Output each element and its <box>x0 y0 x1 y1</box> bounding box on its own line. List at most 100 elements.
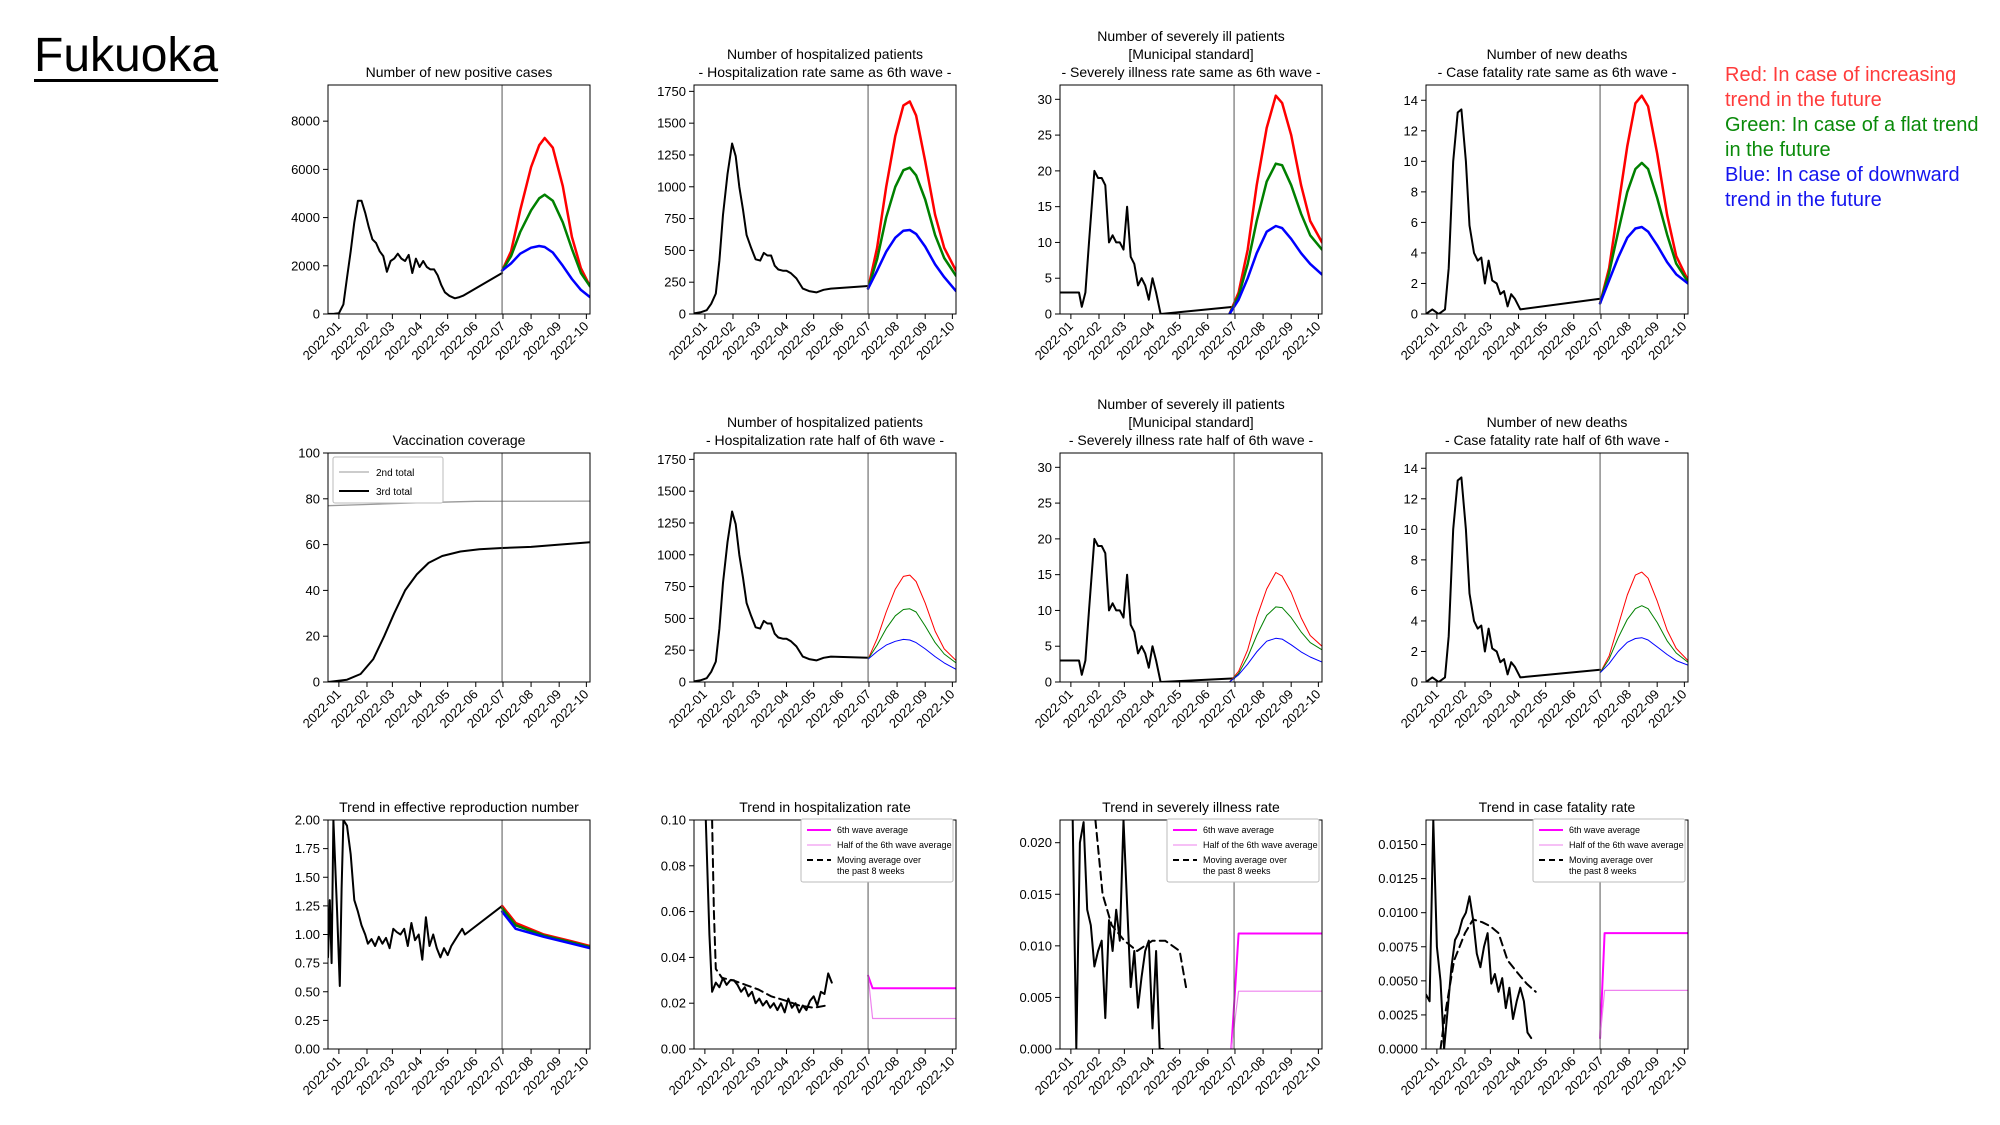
chart-title-line: Number of hospitalized patients <box>727 46 923 62</box>
y-tick-label: 0.0125 <box>1378 871 1418 886</box>
series-group <box>1426 820 1688 1049</box>
y-tick-label: 4 <box>1411 245 1418 260</box>
y-tick-label: 0.00 <box>295 1042 320 1057</box>
series-line-black <box>1426 108 1602 314</box>
series-line-green <box>1228 162 1322 314</box>
plot-frame <box>327 84 591 315</box>
y-tick-label: 1750 <box>657 84 686 99</box>
chart-12: Trend in case fatality rate 0.0000 0.0025 0… <box>1378 799 1689 1098</box>
y-tick-label: 20 <box>306 629 320 644</box>
chart-title-line: - Severely illness rate half of 6th wave… <box>1069 432 1314 448</box>
series-line-black <box>328 541 590 682</box>
chart-title-line: Number of hospitalized patients <box>727 414 923 430</box>
series-line-green <box>867 608 956 664</box>
y-tick-label: 0.08 <box>661 858 686 873</box>
y-tick-label: 0.00 <box>661 1042 686 1057</box>
y-tick-label: 15 <box>1038 567 1052 582</box>
y-tick-label: 2.00 <box>295 813 320 828</box>
series-line-blue <box>1228 224 1322 314</box>
y-tick-label: 14 <box>1404 461 1418 476</box>
series-group <box>1426 94 1688 314</box>
note-green-flat: Green: In case of a flat trend in the fu… <box>1725 114 1979 161</box>
y-tick-label: 0.06 <box>661 904 686 919</box>
series-line-black <box>694 142 870 314</box>
y-tick-label: 0.005 <box>1019 990 1052 1005</box>
y-tick-label: 30 <box>1038 460 1052 475</box>
series-line-blue <box>866 228 956 293</box>
y-tick-label: 25 <box>1038 128 1052 143</box>
series-line-green <box>866 166 956 290</box>
y-tick-label: 2000 <box>291 258 320 273</box>
y-tick-label: 10 <box>1038 235 1052 250</box>
chart-2: Number of hospitalized patients - Hospita… <box>657 46 957 363</box>
chart-title-line: Trend in hospitalization rate <box>739 799 911 815</box>
y-tick-label: 750 <box>664 211 686 226</box>
series-line-black <box>704 820 833 1014</box>
series-line-red <box>1598 94 1688 305</box>
y-tick-label: 0.50 <box>295 984 320 999</box>
page-title: Fukuoka <box>34 29 219 82</box>
y-tick-label: 0 <box>313 307 320 322</box>
y-tick-label: 100 <box>298 446 320 461</box>
legend-label: Half of the 6th wave average <box>837 840 952 850</box>
y-tick-label: 25 <box>1038 496 1052 511</box>
chart-title-line: - Hospitalization rate half of 6th wave … <box>706 432 944 448</box>
series-line-blue <box>500 910 590 950</box>
y-tick-label: 8 <box>1411 552 1418 567</box>
y-tick-label: 0.0025 <box>1378 1007 1418 1022</box>
y-tick-label: 1500 <box>657 116 686 131</box>
series-line-violet <box>867 975 956 1020</box>
y-tick-label: 500 <box>664 243 686 258</box>
series-line-black <box>1060 169 1236 314</box>
series-line-black <box>328 820 504 987</box>
plot-frame <box>327 452 591 683</box>
series-line-magenta <box>1599 932 1688 1040</box>
chart-8: Number of new deaths - Case fatality rate… <box>1398 414 1690 731</box>
y-tick-label: 4 <box>1411 613 1418 628</box>
series-group <box>328 500 590 682</box>
chart-7: Number of severely ill patients [Municipa… <box>1032 396 1324 731</box>
series-group <box>1060 94 1322 314</box>
legend-box <box>800 818 954 883</box>
y-tick-label: 1500 <box>657 484 686 499</box>
y-tick-label: 8 <box>1411 184 1418 199</box>
y-tick-label: 1.25 <box>295 898 320 913</box>
chart-10: Trend in hospitalization rate 0.00 0.02 0.0… <box>661 799 958 1098</box>
series-line-black <box>1071 820 1165 1049</box>
chart-title-line: Trend in severely illness rate <box>1102 799 1280 815</box>
chart-title-line: [Municipal standard] <box>1128 46 1253 62</box>
series-line-black <box>694 510 870 682</box>
y-tick-label: 750 <box>664 579 686 594</box>
series-line-red <box>1228 94 1322 314</box>
scenario-color-legend: Red: In case of increasing trend in the … <box>1725 63 1995 213</box>
y-tick-label: 0 <box>679 675 686 690</box>
chart-title-line: Number of new deaths <box>1487 414 1628 430</box>
y-tick-label: 30 <box>1038 92 1052 107</box>
y-tick-label: 1250 <box>657 147 686 162</box>
legend-box <box>1532 818 1686 883</box>
series-line-blue <box>1229 637 1322 682</box>
y-tick-label: 1.00 <box>295 927 320 942</box>
legend-label: the past 8 weeks <box>1203 866 1271 876</box>
series-line-black <box>328 199 504 314</box>
y-tick-label: 1250 <box>657 515 686 530</box>
y-tick-label: 0.25 <box>295 1013 320 1028</box>
y-tick-label: 5 <box>1045 639 1052 654</box>
y-tick-label: 0.0050 <box>1378 973 1418 988</box>
plot-frame <box>693 452 957 683</box>
legend-label: 2nd total <box>376 468 414 479</box>
y-tick-label: 1.50 <box>295 870 320 885</box>
chart-title-line: - Case fatality rate half of 6th wave - <box>1445 432 1669 448</box>
plot-frame <box>1059 452 1323 683</box>
y-tick-label: 250 <box>664 643 686 658</box>
series-line-blue <box>867 638 956 670</box>
y-tick-label: 12 <box>1404 123 1418 138</box>
series-line-red <box>866 100 956 290</box>
y-tick-label: 0.0075 <box>1378 939 1418 954</box>
plot-frame <box>693 84 957 315</box>
series-line-green <box>1598 161 1688 305</box>
chart-title-line: - Case fatality rate same as 6th wave - <box>1438 64 1677 80</box>
series-line-red <box>1599 571 1688 674</box>
y-tick-label: 0.000 <box>1019 1042 1052 1057</box>
